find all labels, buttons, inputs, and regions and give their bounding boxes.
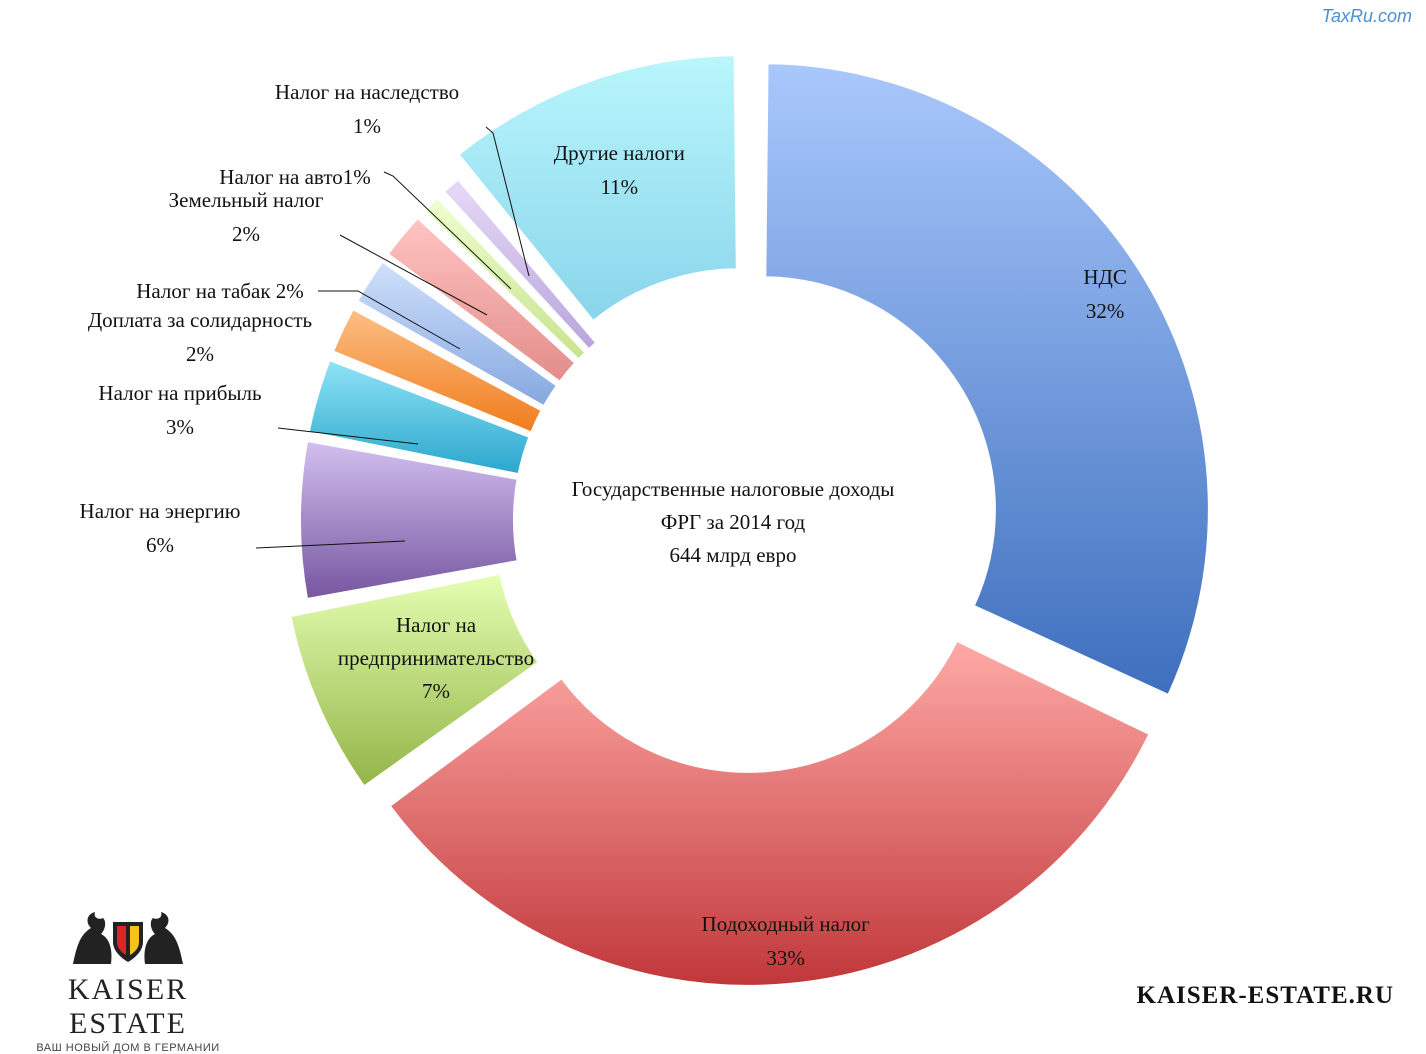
slice-label-other-taxes: Другие налоги bbox=[554, 141, 685, 165]
slice-value-income-tax: 33% bbox=[766, 946, 805, 970]
slice-value-trade-tax: 7% bbox=[422, 679, 450, 703]
leader-lines bbox=[255, 126, 530, 549]
slice-label-tobacco-tax: Налог на табак 2% bbox=[136, 279, 304, 303]
center-title-line-1: Государственные налоговые доходы bbox=[572, 477, 895, 501]
slices-layer bbox=[289, 54, 1210, 987]
leader-line-inheritance-tax bbox=[485, 126, 530, 277]
slice-value-other-taxes: 11% bbox=[600, 175, 638, 199]
slice-label-inheritance-tax: Налог на наследство bbox=[275, 80, 459, 104]
slice-inheritance-tax bbox=[442, 177, 598, 351]
slice-label-trade-tax: Налог на bbox=[396, 613, 477, 637]
slice-label-vat: НДС bbox=[1083, 265, 1127, 289]
leader-line-corporate-tax bbox=[277, 427, 419, 445]
slice-value-corporate-tax: 3% bbox=[166, 415, 194, 439]
brand-name: KAISER ESTATE bbox=[67, 973, 189, 1040]
leader-line-tobacco-tax bbox=[318, 290, 461, 350]
slice-solidarity bbox=[331, 307, 543, 434]
slice-land-tax bbox=[386, 216, 577, 384]
slice-income-tax bbox=[388, 639, 1151, 987]
slice-value-inheritance-tax: 1% bbox=[353, 114, 381, 138]
donut-chart: НДС 32% Подоходный налог 33% Налог на предпри… bbox=[80, 54, 1210, 987]
slice-labels: НДС 32% Подоходный налог 33% Налог на предпри… bbox=[80, 80, 1127, 970]
brand-logo: KAISER ESTATE ВАШ НОВЫЙ ДОМ В ГЕРМАНИИ bbox=[28, 908, 228, 1054]
slice-label-land-tax: Земельный налог bbox=[169, 188, 324, 212]
slice-corporate-tax bbox=[307, 358, 531, 476]
slice-other-taxes bbox=[457, 54, 738, 323]
slice-value-solidarity: 2% bbox=[186, 342, 214, 366]
leader-line-car-tax bbox=[383, 171, 512, 290]
center-title-line-3: 644 млрд евро bbox=[670, 543, 797, 567]
slice-value-land-tax: 2% bbox=[232, 222, 260, 246]
slice-value-vat: 32% bbox=[1086, 299, 1125, 323]
slice-label-income-tax: Подоходный налог bbox=[702, 912, 871, 936]
site-url: KAISER-ESTATE.RU bbox=[1136, 982, 1394, 1009]
slice-label-corporate-tax: Налог на прибыль bbox=[98, 381, 261, 405]
slice-label-energy-tax: Налог на энергию bbox=[80, 499, 241, 523]
griffin-crest-icon bbox=[73, 912, 183, 964]
watermark-text: TaxRu.com bbox=[1321, 6, 1412, 26]
center-title: Государственные налоговые доходы ФРГ за 2… bbox=[572, 477, 895, 567]
slice-label-car-tax: Налог на авто1% bbox=[219, 165, 370, 189]
leader-line-land-tax bbox=[339, 234, 488, 316]
slice-label-trade-tax-cont: предпринимательство bbox=[338, 646, 534, 670]
slice-label-solidarity: Доплата за солидарность bbox=[88, 308, 312, 332]
slice-tobacco-tax bbox=[356, 260, 559, 408]
leader-line-energy-tax bbox=[255, 540, 406, 549]
brand-tagline: ВАШ НОВЫЙ ДОМ В ГЕРМАНИИ bbox=[36, 1042, 220, 1054]
slice-car-tax bbox=[422, 196, 587, 361]
slice-energy-tax bbox=[299, 439, 519, 601]
slice-value-energy-tax: 6% bbox=[146, 533, 174, 557]
slice-trade-tax bbox=[289, 572, 540, 788]
slice-vat bbox=[764, 62, 1210, 697]
center-title-line-2: ФРГ за 2014 год bbox=[661, 510, 806, 534]
